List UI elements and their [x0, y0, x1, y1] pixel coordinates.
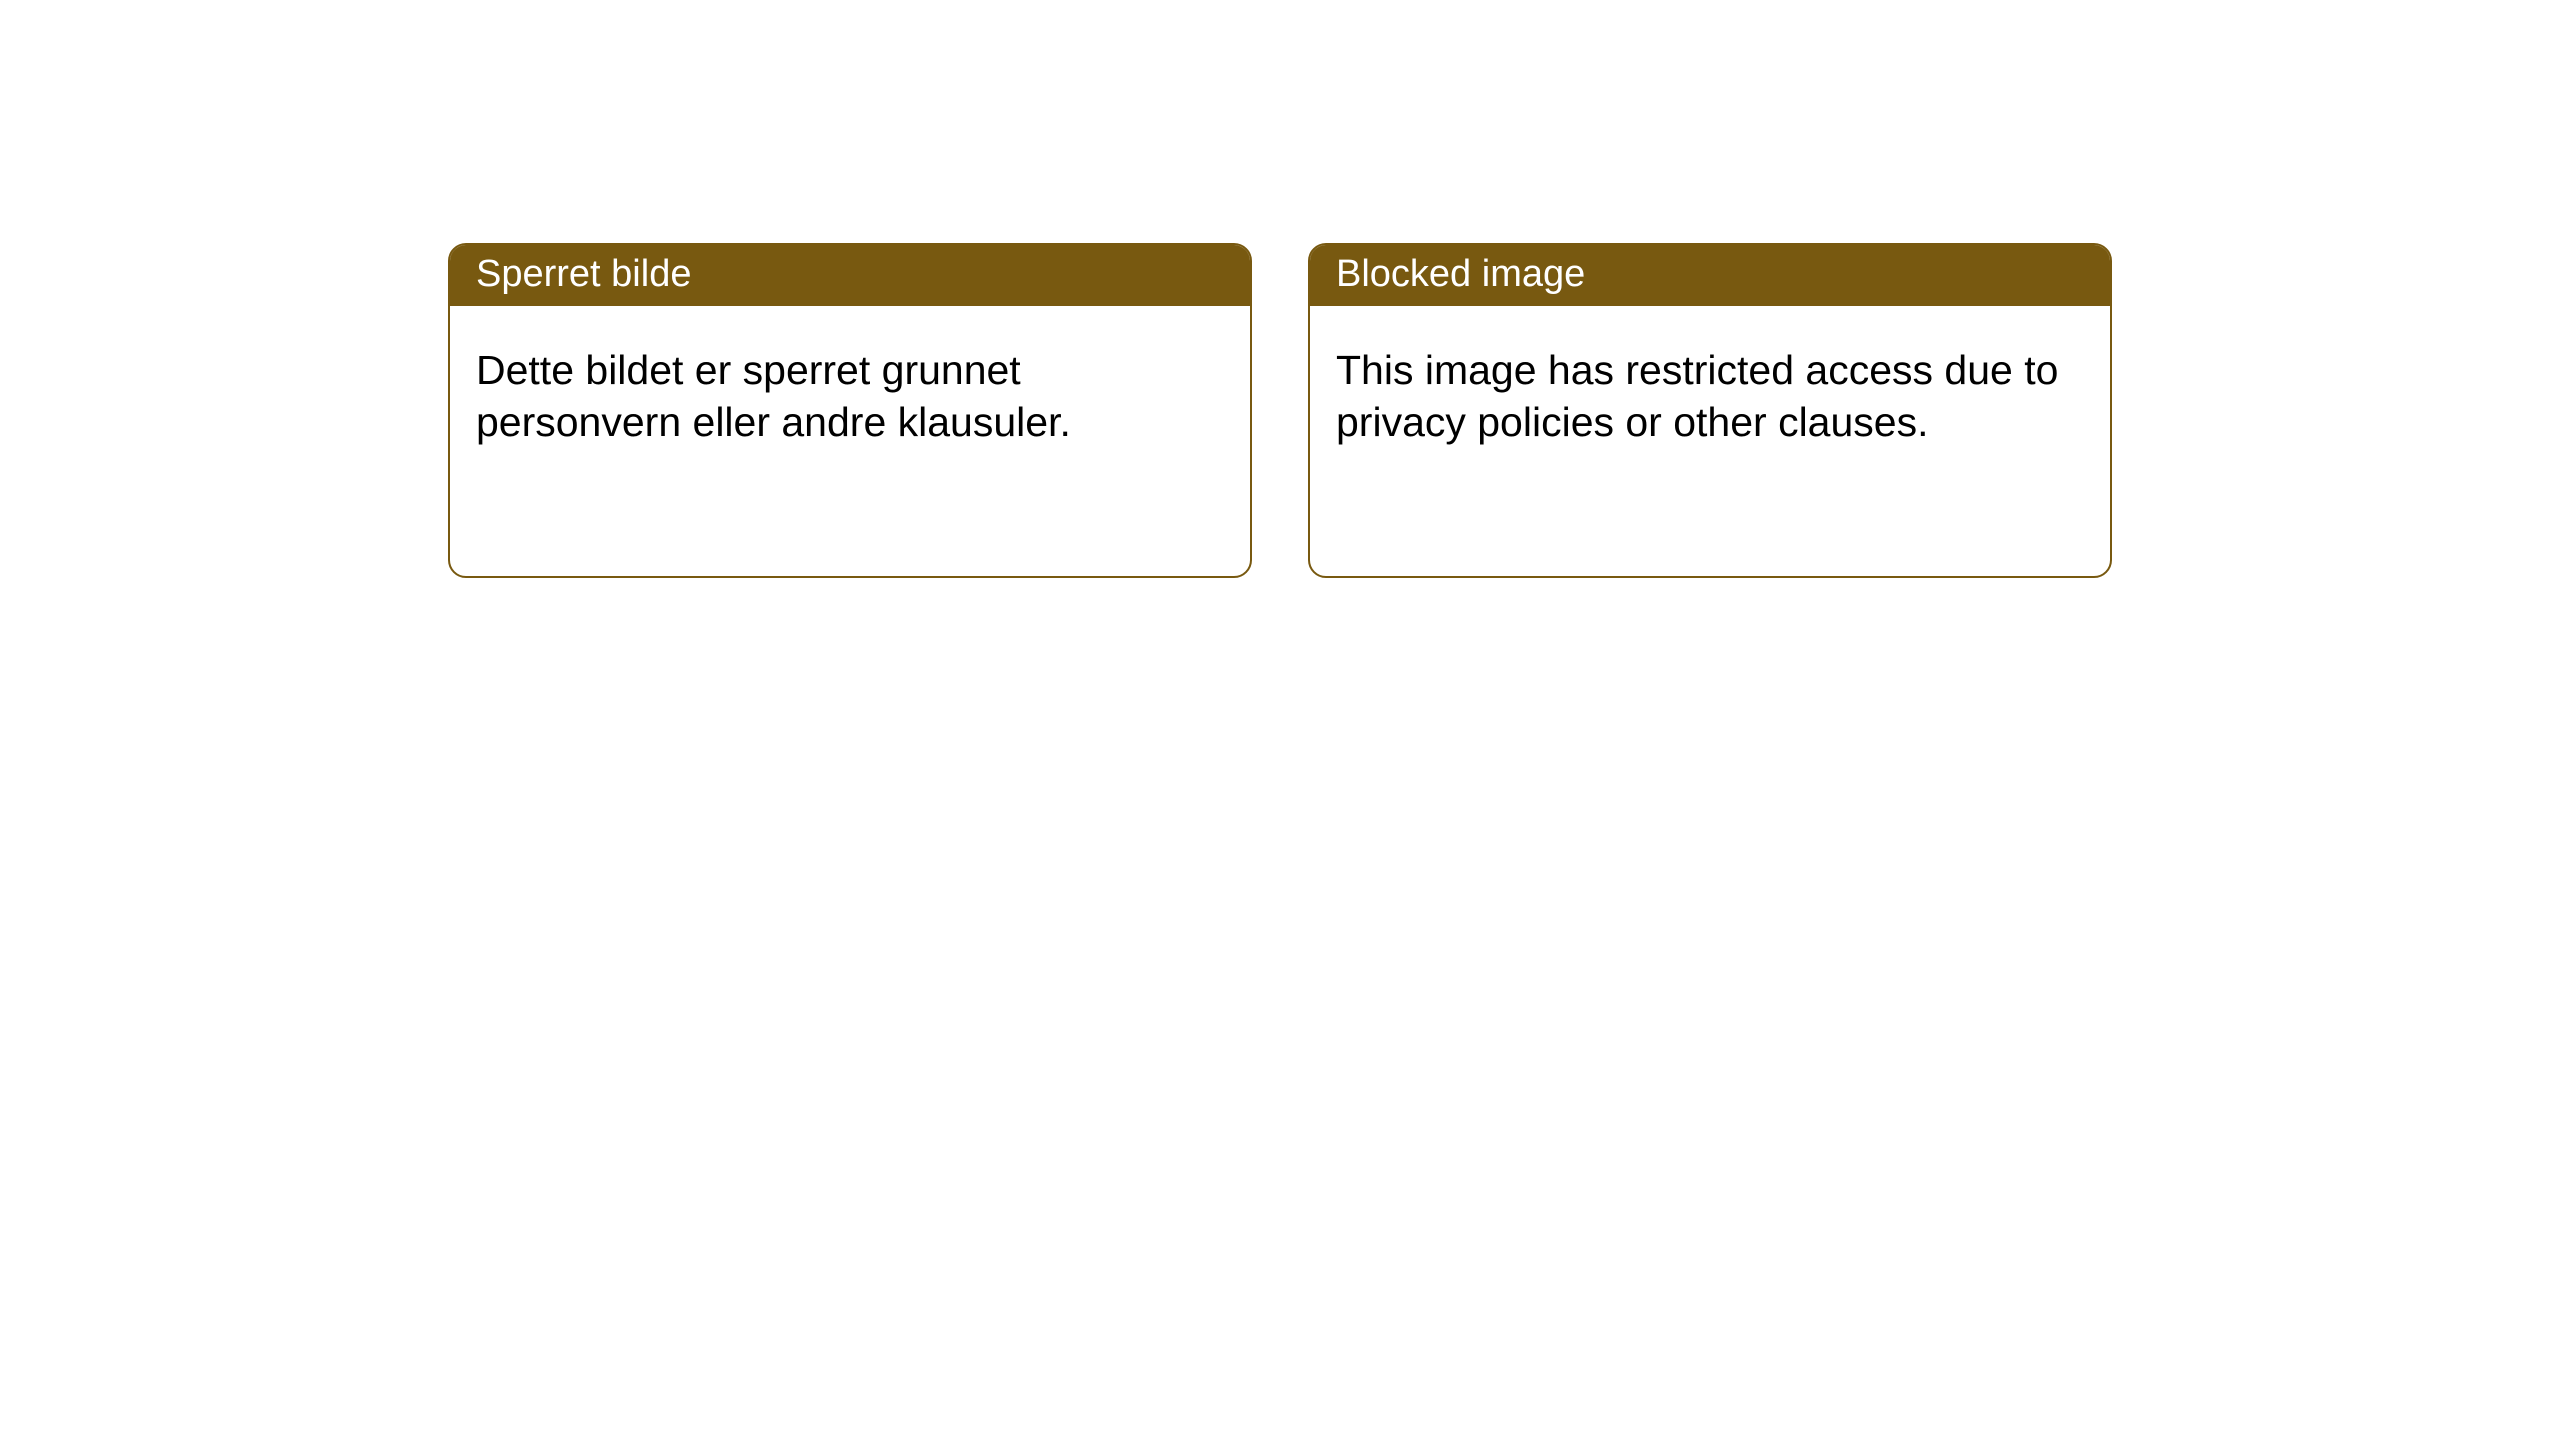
card-body: Dette bildet er sperret grunnet personve…	[450, 306, 1250, 475]
notice-card-norwegian: Sperret bilde Dette bildet er sperret gr…	[448, 243, 1252, 578]
card-body: This image has restricted access due to …	[1310, 306, 2110, 475]
notice-container: Sperret bilde Dette bildet er sperret gr…	[0, 0, 2560, 578]
card-header: Blocked image	[1310, 245, 2110, 306]
card-header: Sperret bilde	[450, 245, 1250, 306]
notice-card-english: Blocked image This image has restricted …	[1308, 243, 2112, 578]
